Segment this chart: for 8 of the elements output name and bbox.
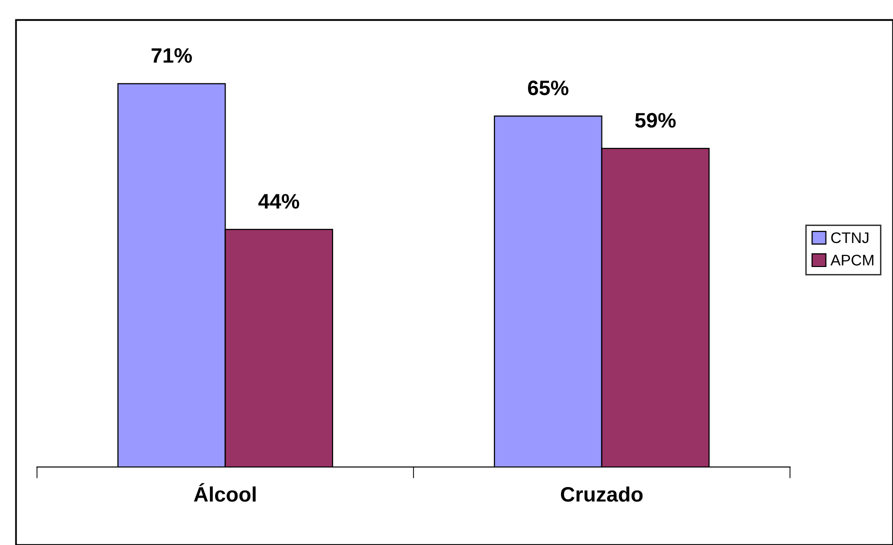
data-label: 44% <box>258 194 300 209</box>
data-label: 71% <box>152 48 192 63</box>
x-tick-label: Álcool <box>194 483 256 502</box>
data-label: 65% <box>528 80 568 96</box>
data-label: 59% <box>635 112 676 128</box>
x-tick-label: Cruzado <box>560 486 643 502</box>
legend-label: CTNJ <box>831 232 868 244</box>
legend-label: APCM <box>830 254 874 266</box>
